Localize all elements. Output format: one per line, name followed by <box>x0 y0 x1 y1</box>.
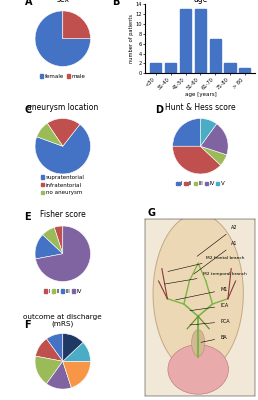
Wedge shape <box>47 118 80 146</box>
Title: outcome at discharge
(mRS): outcome at discharge (mRS) <box>23 314 102 327</box>
Title: sex: sex <box>56 0 69 4</box>
Legend: I, II, III, IV: I, II, III, IV <box>42 287 84 296</box>
Wedge shape <box>43 227 63 254</box>
Wedge shape <box>63 11 91 39</box>
Bar <box>165 64 176 73</box>
Wedge shape <box>173 118 200 146</box>
Wedge shape <box>36 226 91 282</box>
Text: G: G <box>148 208 156 218</box>
Text: ICA: ICA <box>190 303 228 311</box>
Bar <box>210 39 221 73</box>
Text: M2 frontal branch: M2 frontal branch <box>168 256 244 272</box>
Wedge shape <box>46 334 63 361</box>
Text: E: E <box>25 212 31 222</box>
Text: B: B <box>112 0 120 7</box>
Y-axis label: number of patients: number of patients <box>129 14 134 63</box>
Wedge shape <box>200 124 228 155</box>
Wedge shape <box>35 356 63 384</box>
Text: A2: A2 <box>197 226 238 256</box>
Wedge shape <box>63 342 91 361</box>
Wedge shape <box>46 361 71 389</box>
Wedge shape <box>173 146 221 174</box>
Ellipse shape <box>192 330 205 356</box>
Wedge shape <box>35 235 63 259</box>
Text: A: A <box>25 0 32 7</box>
Wedge shape <box>54 226 63 254</box>
Text: M2 temporal branch: M2 temporal branch <box>165 272 246 284</box>
Text: A1: A1 <box>194 241 238 274</box>
Title: Fisher score: Fisher score <box>40 210 86 219</box>
Bar <box>195 9 206 73</box>
Bar <box>180 9 191 73</box>
Bar <box>239 68 251 73</box>
Text: PCA: PCA <box>190 319 230 325</box>
Text: C: C <box>25 105 32 115</box>
Title: Hunt & Hess score: Hunt & Hess score <box>165 102 236 112</box>
Wedge shape <box>200 118 217 146</box>
X-axis label: age [years]: age [years] <box>184 92 216 97</box>
Wedge shape <box>37 123 63 146</box>
Text: BA: BA <box>201 335 227 342</box>
Wedge shape <box>200 146 227 165</box>
Bar <box>150 64 162 73</box>
Text: D: D <box>155 105 163 115</box>
Ellipse shape <box>168 345 228 394</box>
Bar <box>224 64 236 73</box>
Legend: supratentorial, infratentorial, no aneurysm: supratentorial, infratentorial, no aneur… <box>39 172 87 198</box>
Wedge shape <box>63 361 91 388</box>
Text: M1: M1 <box>176 287 228 300</box>
Title: aneurysm location: aneurysm location <box>27 102 98 112</box>
Wedge shape <box>35 124 91 174</box>
Wedge shape <box>36 339 63 361</box>
Ellipse shape <box>153 214 243 373</box>
Legend: female, male: female, male <box>38 72 88 81</box>
Title: age: age <box>193 0 207 4</box>
Wedge shape <box>63 334 83 361</box>
Legend: I, II, III, IV, V: I, II, III, IV, V <box>174 179 227 188</box>
Wedge shape <box>35 11 91 66</box>
Text: F: F <box>25 320 31 330</box>
